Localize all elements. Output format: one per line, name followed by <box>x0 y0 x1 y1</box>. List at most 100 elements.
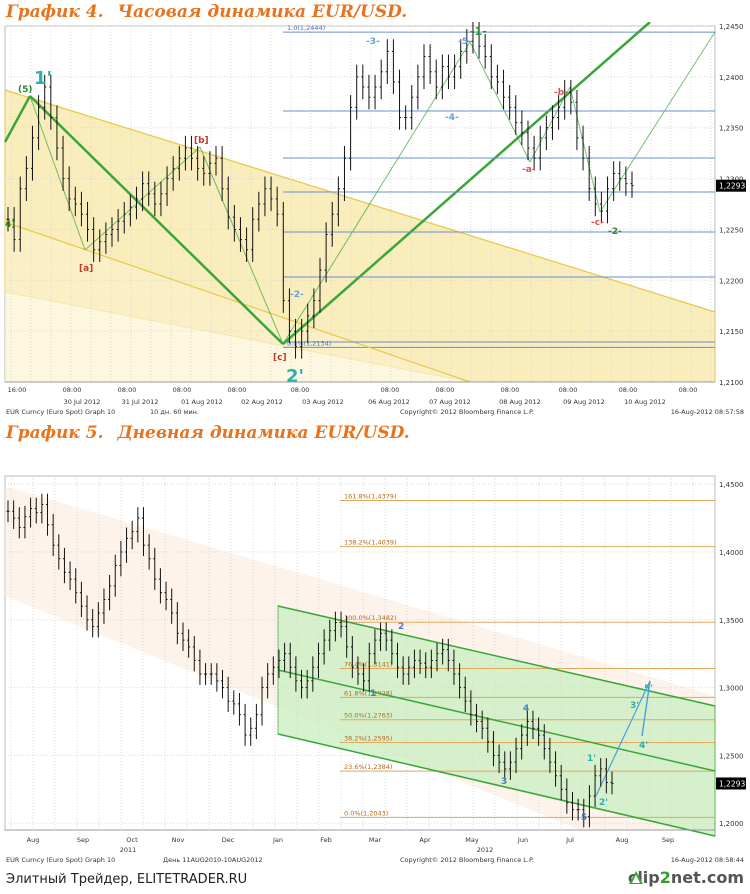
channel-middle-line <box>277 669 716 772</box>
x-tick-label: Jul <box>565 836 574 844</box>
x-date-label: 30 Jul 2012 <box>64 398 101 406</box>
x-tick-label: 08:00 <box>381 386 400 394</box>
chart1-title-text: Часовая динамика EUR/USD. <box>117 2 408 22</box>
source-site-label: Элитный Трейдер, ELITETRADER.RU <box>6 872 248 887</box>
channel-lower-line <box>4 221 471 383</box>
chart2-title: График 5. Дневная динамика EUR/USD. <box>6 423 410 443</box>
x-tick-label: 08:00 <box>118 386 137 394</box>
x-tick-label: 08:00 <box>501 386 520 394</box>
y-tick-label: 1,4000 <box>719 549 744 557</box>
wave-label: 5' <box>644 684 653 694</box>
x-tick-label: Nov <box>172 836 185 844</box>
x-year-label: 2011 <box>120 846 137 854</box>
wave-label: -1- <box>470 25 487 38</box>
fibonacci-level-label: 161.8%(1,4379) <box>344 493 397 501</box>
y-tick-label: 1,3000 <box>719 685 744 693</box>
last-price-label: 1,2293 <box>719 182 745 191</box>
chart2-title-text: Дневная динамика EUR/USD. <box>117 423 410 443</box>
fibonacci-level-label: 0.0%(1,2043) <box>344 809 388 817</box>
x-date-label: 31 Jul 2012 <box>122 398 159 406</box>
x-date-label: 09 Aug 2012 <box>563 398 605 406</box>
fibonacci-level-label: 138.2%(1,4039) <box>344 539 397 547</box>
wave-label: 1' <box>34 68 52 89</box>
chart1-title-number: График 4. <box>6 2 104 22</box>
clip2net-logo[interactable]: clip2net.com <box>628 868 744 887</box>
chart1-title: График 4. Часовая динамика EUR/USD. <box>6 2 407 22</box>
sub-wave-line <box>529 86 571 163</box>
wave-label: [c] <box>273 353 287 363</box>
last-price-tag <box>716 777 746 790</box>
x-tick-label: Aug <box>616 836 629 844</box>
channel-lower-line <box>277 733 716 837</box>
timestamp-label: 16-Aug-2012 08:57:58 <box>671 408 744 416</box>
x-tick-label: 08:00 <box>63 386 82 394</box>
x-tick-label: Sep <box>662 836 674 844</box>
projection-line <box>641 680 651 737</box>
chart-source-label: EUR Curncy (Euro Spot) Graph 10 <box>6 408 115 416</box>
wave-label: [b] <box>194 136 209 146</box>
x-date-label: 06 Aug 2012 <box>368 398 410 406</box>
price-series <box>6 22 634 359</box>
x-tick-label: Feb <box>320 836 332 844</box>
fibonacci-level-label: 38.2%(1,2595) <box>344 735 392 743</box>
y-tick-label: 1,4500 <box>719 481 744 489</box>
projection-line <box>595 680 651 797</box>
wave-label: 2' <box>286 366 304 387</box>
last-price-tag <box>716 179 746 192</box>
x-tick-label: Dec <box>222 836 235 844</box>
fibonacci-level-label: 100.0%(1,3482) <box>344 614 397 622</box>
last-price-label: 1,2293 <box>719 779 745 788</box>
x-tick-label: 08:00 <box>436 386 455 394</box>
wave-label: 3' <box>630 701 639 711</box>
wave-label: 2' <box>599 798 608 808</box>
x-tick-label: Mar <box>369 836 382 844</box>
channel-upper-line <box>4 89 716 313</box>
fibonacci-level-label: 50.0%(1,2763) <box>344 712 392 720</box>
y-tick-label: 1,2100 <box>719 379 744 387</box>
chart-range-label: День 11AUG2010-10AUG2012 <box>163 856 263 864</box>
x-tick-label: 08:00 <box>619 386 638 394</box>
wave-label: -3- <box>366 37 380 47</box>
x-date-label: 02 Aug 2012 <box>241 398 283 406</box>
daily-eurusd-chart: 1,4500 1,4000 1,3500 1,3000 1,2500 1,2000 161.… <box>4 475 746 864</box>
wave-line <box>3 95 32 143</box>
copyright-label: Copyright© 2012 Bloomberg Finance L.P. <box>400 408 534 416</box>
wave-label: 4) <box>5 220 15 230</box>
clip2net-logo-text: clip2net.com <box>627 868 744 887</box>
fibonacci-level-label: 23.6%(1,2384) <box>344 763 392 771</box>
sub-wave-line <box>29 95 86 251</box>
x-year-label: 2012 <box>477 846 494 854</box>
x-tick-label: Apr <box>419 836 431 844</box>
x-tick-label: 08:00 <box>679 386 698 394</box>
x-tick-label: 08:00 <box>559 386 578 394</box>
hourly-eurusd-chart: 1,2450 1,2400 1,2350 1,2300 1,2250 1,2200 1,21… <box>3 22 746 416</box>
wave-label: 3 <box>501 777 507 787</box>
wave-label: -a- <box>522 165 536 175</box>
x-date-label: 08 Aug 2012 <box>499 398 541 406</box>
chart2-title-number: График 5. <box>6 423 104 443</box>
wave-label: 4' <box>639 741 648 751</box>
timestamp-label: 16-Aug-2012 08:58:44 <box>671 856 744 864</box>
fibonacci-level-label: 61.8%(1,2928) <box>344 689 392 697</box>
fibonacci-level-label: 1.0(1,2444) <box>287 24 325 32</box>
x-tick-label: Jun <box>517 836 528 844</box>
x-tick-label: Aug <box>27 836 40 844</box>
channel-upper-line <box>277 605 716 707</box>
y-tick-label: 1,2450 <box>719 23 744 31</box>
wave-label: -c- <box>591 218 604 228</box>
y-tick-label: 1,2350 <box>719 125 744 133</box>
wave-label: (5) <box>18 85 33 95</box>
chart-range-label: 10 дн. 60 мин. <box>150 408 199 416</box>
wave-label: 2 <box>398 622 404 632</box>
x-date-label: 07 Aug 2012 <box>429 398 471 406</box>
wave-label: [a] <box>79 264 93 274</box>
x-date-label: 10 Aug 2012 <box>624 398 666 406</box>
x-tick-label: 16:00 <box>8 386 27 394</box>
price-series <box>6 493 614 828</box>
y-tick-label: 1,2500 <box>719 752 744 760</box>
y-tick-label: 1,2200 <box>719 277 744 285</box>
y-tick-label: 1,2000 <box>719 820 744 828</box>
wave-label: 5 <box>581 813 587 823</box>
wave-label: -b- <box>554 88 568 98</box>
y-tick-label: 1,2300 <box>719 176 744 184</box>
